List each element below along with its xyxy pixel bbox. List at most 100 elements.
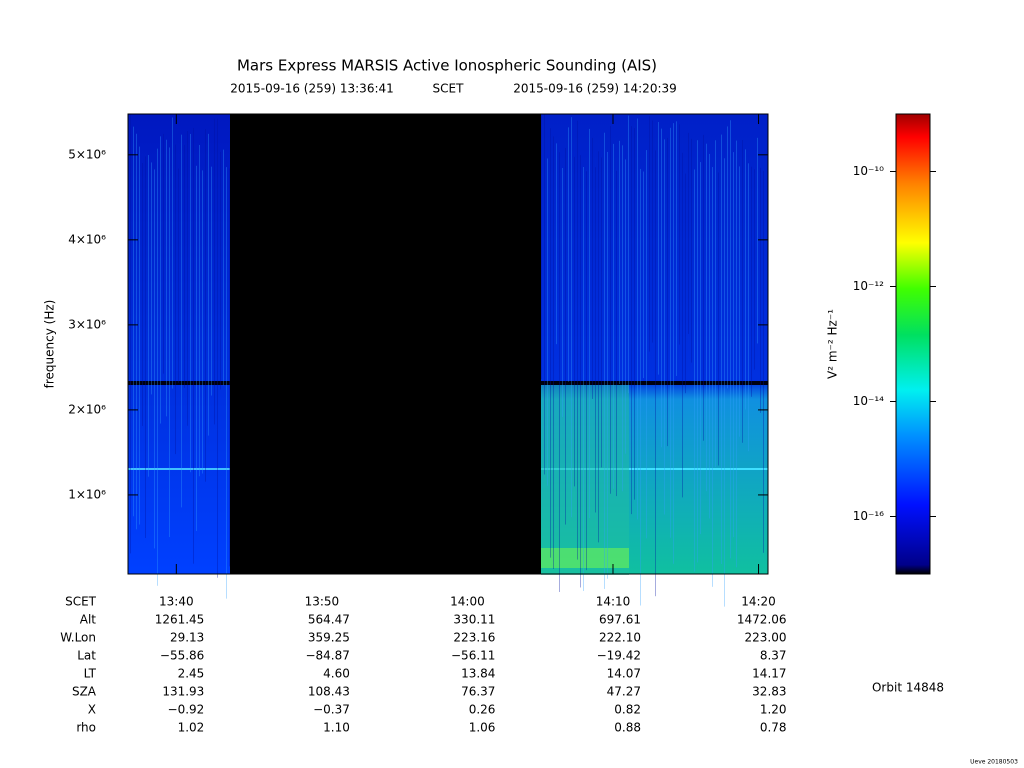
texture — [160, 136, 161, 424]
texture — [199, 144, 200, 477]
ephemeris-value: 2.45 — [178, 667, 205, 681]
band — [128, 468, 230, 470]
ephemeris-value: 1472.06 — [737, 613, 787, 627]
texture — [631, 126, 632, 515]
ephemeris-value: 1.10 — [323, 721, 350, 735]
spectrogram — [128, 114, 768, 607]
band — [541, 381, 768, 385]
texture — [613, 143, 614, 489]
texture — [139, 146, 140, 525]
texture — [550, 128, 551, 558]
texture — [217, 118, 218, 578]
texture — [658, 122, 659, 375]
texture — [628, 115, 629, 394]
texture — [724, 158, 725, 607]
ephemeris-value: 13.84 — [461, 667, 495, 681]
texture — [142, 163, 143, 426]
texture — [547, 158, 548, 486]
texture — [211, 166, 212, 396]
colorbar-label: V² m⁻² Hz⁻¹ — [826, 309, 840, 379]
texture — [763, 170, 764, 553]
texture — [622, 145, 623, 492]
subtitle-end: 2015-09-16 (259) 14:20:39 — [513, 82, 677, 96]
texture — [202, 170, 203, 474]
texture — [745, 149, 746, 410]
texture — [694, 169, 695, 572]
band — [128, 381, 230, 385]
texture — [625, 159, 626, 454]
texture — [616, 170, 617, 497]
ephemeris-value: −84.87 — [305, 649, 349, 663]
band — [541, 548, 629, 568]
texture — [187, 131, 188, 426]
texture — [718, 172, 719, 466]
texture — [760, 167, 761, 413]
scet-label: SCET — [65, 595, 97, 609]
ephemeris-value: 8.37 — [760, 649, 787, 663]
x-tick-label: 13:50 — [305, 595, 340, 609]
texture — [652, 120, 653, 343]
texture — [571, 117, 572, 518]
ephemeris-value: −19.42 — [597, 649, 641, 663]
y-axis-label: frequency (Hz) — [43, 300, 57, 389]
data-gap — [230, 114, 541, 574]
texture — [172, 117, 173, 389]
texture — [646, 150, 647, 539]
texture — [178, 168, 179, 383]
texture — [676, 121, 677, 376]
ephemeris-value: 4.60 — [323, 667, 350, 681]
texture — [166, 139, 167, 417]
ephemeris-value: 1.20 — [760, 703, 787, 717]
texture — [619, 140, 620, 384]
ephemeris-value: 0.26 — [469, 703, 496, 717]
texture — [559, 152, 560, 592]
texture — [742, 140, 743, 443]
texture — [175, 144, 176, 455]
ephemeris-label: Alt — [80, 613, 97, 627]
texture — [190, 133, 191, 473]
chart-title: Mars Express MARSIS Active Ionospheric S… — [237, 57, 657, 75]
texture — [712, 167, 713, 587]
texture — [649, 116, 650, 352]
texture — [598, 151, 599, 543]
ephemeris-value: 222.10 — [599, 631, 641, 645]
ephemeris-value: 0.78 — [760, 721, 787, 735]
band — [541, 385, 629, 575]
texture — [637, 118, 638, 520]
orbit: Orbit 14848 — [872, 681, 944, 695]
texture — [706, 143, 707, 492]
texture — [133, 126, 134, 517]
ephemeris-value: 29.13 — [170, 631, 204, 645]
ephemeris-value: 223.16 — [453, 631, 495, 645]
texture — [601, 157, 602, 468]
texture — [709, 153, 710, 519]
texture — [634, 128, 635, 500]
texture — [610, 125, 611, 494]
texture — [577, 120, 578, 560]
texture — [703, 134, 704, 441]
texture — [670, 127, 671, 538]
texture — [643, 171, 644, 379]
texture — [196, 165, 197, 531]
x-tick-label: 14:10 — [596, 595, 631, 609]
texture — [673, 123, 674, 564]
texture — [223, 149, 224, 386]
plot-frame — [127, 113, 769, 575]
colorbar-tick-label: 10⁻¹² — [853, 279, 884, 293]
texture — [163, 133, 164, 374]
ephemeris-value: −55.86 — [160, 649, 204, 663]
colorbar-tick-label: 10⁻¹⁰ — [853, 164, 884, 178]
texture — [562, 168, 563, 417]
ephemeris-value: 359.25 — [308, 631, 350, 645]
x-tick-label: 14:20 — [741, 595, 776, 609]
texture — [193, 127, 194, 564]
spectrogram-left — [128, 114, 230, 574]
texture — [595, 167, 596, 513]
ephemeris-value: 47.27 — [607, 685, 641, 699]
ephemeris-label: LT — [84, 667, 97, 681]
texture — [715, 140, 716, 467]
ephemeris-label: Lat — [77, 649, 96, 663]
texture — [589, 128, 590, 519]
ephemeris-value: 131.93 — [162, 685, 204, 699]
texture — [556, 143, 557, 345]
